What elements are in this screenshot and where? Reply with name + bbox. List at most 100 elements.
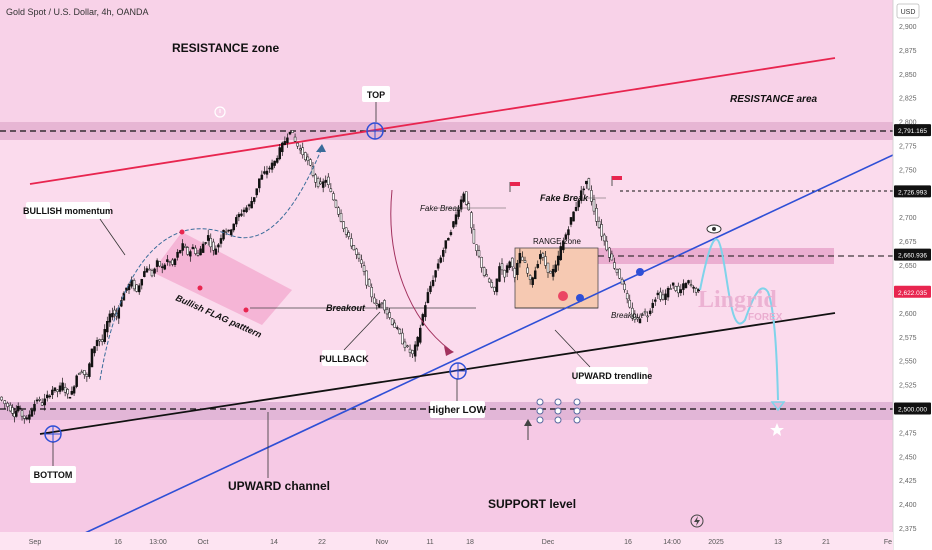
candle xyxy=(77,372,81,375)
candle xyxy=(56,389,59,398)
candle xyxy=(380,302,384,309)
candle xyxy=(661,289,665,301)
candle xyxy=(61,377,64,392)
candle xyxy=(100,334,104,346)
candle xyxy=(301,142,304,159)
candle xyxy=(390,318,394,326)
candle xyxy=(347,230,350,240)
candle xyxy=(424,301,427,321)
x-axis-ticks: Sep 16 13:00 Oct 14 22 Nov 11 18 Dec 16 14:00 2025 13… xyxy=(29,539,892,546)
x-tick-label: Nov xyxy=(376,539,389,546)
candle xyxy=(339,209,343,223)
candle xyxy=(214,245,218,255)
candle xyxy=(664,289,667,305)
candle xyxy=(324,175,327,187)
candle xyxy=(679,284,683,296)
mid-zone xyxy=(0,140,893,402)
candle xyxy=(641,313,644,317)
candle xyxy=(201,241,205,253)
top-label-box xyxy=(362,86,390,102)
y-tick-label: 2,700 xyxy=(899,215,917,222)
candle xyxy=(378,300,381,308)
candle xyxy=(355,247,358,260)
flag-icon-1 xyxy=(509,182,520,192)
candle xyxy=(608,246,611,263)
candle xyxy=(383,299,386,314)
candle xyxy=(137,283,141,295)
candle xyxy=(521,251,524,261)
flag-icon-2 xyxy=(611,176,622,186)
candle xyxy=(250,196,253,209)
candle xyxy=(63,383,67,397)
forecast-arrowhead xyxy=(770,401,786,412)
lower-zone xyxy=(0,420,893,550)
candle xyxy=(518,248,522,268)
candle xyxy=(579,185,583,204)
range-zone-box xyxy=(514,247,599,309)
candle xyxy=(523,256,527,264)
candle xyxy=(631,302,634,321)
watermark-sub: FOREX xyxy=(748,312,783,323)
candle xyxy=(237,212,241,222)
candle xyxy=(472,224,476,244)
candle xyxy=(447,237,450,241)
y-tick-label: 2,550 xyxy=(899,359,917,366)
candle xyxy=(35,397,39,404)
candle xyxy=(291,130,294,133)
candle xyxy=(103,324,106,345)
x-tick-label: 16 xyxy=(624,539,632,546)
alert-clock-icon[interactable] xyxy=(214,106,226,118)
candle xyxy=(659,287,662,302)
candle xyxy=(482,266,486,278)
time-axis[interactable] xyxy=(0,532,893,550)
candle xyxy=(212,238,215,256)
upward-channel-label: UPWARD channel xyxy=(228,479,330,493)
x-tick-label: 21 xyxy=(822,539,830,546)
candle xyxy=(217,243,220,253)
candle xyxy=(396,325,399,331)
candle xyxy=(528,274,532,285)
candle xyxy=(306,153,310,166)
candle xyxy=(148,264,151,271)
candle xyxy=(620,277,624,285)
candle xyxy=(436,258,440,271)
upward-trendline-box xyxy=(576,367,648,384)
flag-dot-1 xyxy=(179,229,185,235)
candle xyxy=(135,284,138,293)
candle xyxy=(651,299,654,313)
candle xyxy=(309,158,312,167)
candle xyxy=(464,191,468,206)
candle xyxy=(467,201,471,211)
y-tick-label: 2,650 xyxy=(899,263,917,270)
candle xyxy=(15,405,18,418)
price-axis[interactable] xyxy=(893,0,932,550)
resistance-rising-line xyxy=(29,57,836,185)
upward-channel-line xyxy=(39,312,836,435)
candle xyxy=(531,276,534,288)
candle xyxy=(541,251,545,261)
candle xyxy=(633,310,637,323)
candle xyxy=(582,186,586,195)
candle xyxy=(166,255,169,266)
candle xyxy=(30,407,34,417)
lightning-icon[interactable] xyxy=(690,514,704,528)
candle xyxy=(615,268,619,276)
candle xyxy=(508,260,511,271)
candle xyxy=(654,297,657,306)
x-tick-label: Sep xyxy=(29,539,42,546)
candle xyxy=(43,393,46,411)
candle xyxy=(393,319,396,328)
x-tick-label: 18 xyxy=(466,539,474,546)
candle xyxy=(204,241,207,246)
candle xyxy=(362,261,366,276)
upward-trendline-label: UPWARD trendline xyxy=(572,371,653,381)
candle xyxy=(51,386,54,400)
currency-box[interactable] xyxy=(896,3,920,19)
x-tick-label: Oct xyxy=(198,539,209,546)
candle xyxy=(411,349,414,359)
candle xyxy=(160,263,164,274)
level-badge-label: 2,791.165 xyxy=(898,128,927,135)
candle xyxy=(3,400,7,409)
breakout-label-1: Breakout xyxy=(326,303,366,313)
